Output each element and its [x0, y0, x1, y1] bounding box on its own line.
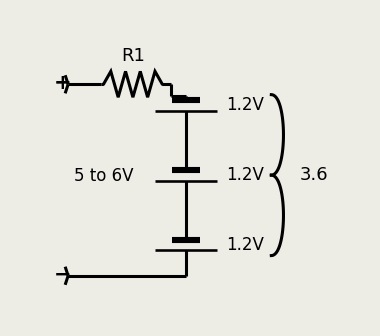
Text: 1.2V: 1.2V — [226, 96, 264, 114]
Text: 3.6: 3.6 — [299, 166, 328, 184]
Text: −: − — [53, 264, 71, 285]
Text: 1.2V: 1.2V — [226, 166, 264, 184]
Text: 5 to 6V: 5 to 6V — [74, 167, 133, 185]
Text: 1.2V: 1.2V — [226, 236, 264, 254]
Text: +: + — [53, 73, 71, 93]
Text: R1: R1 — [121, 47, 145, 65]
